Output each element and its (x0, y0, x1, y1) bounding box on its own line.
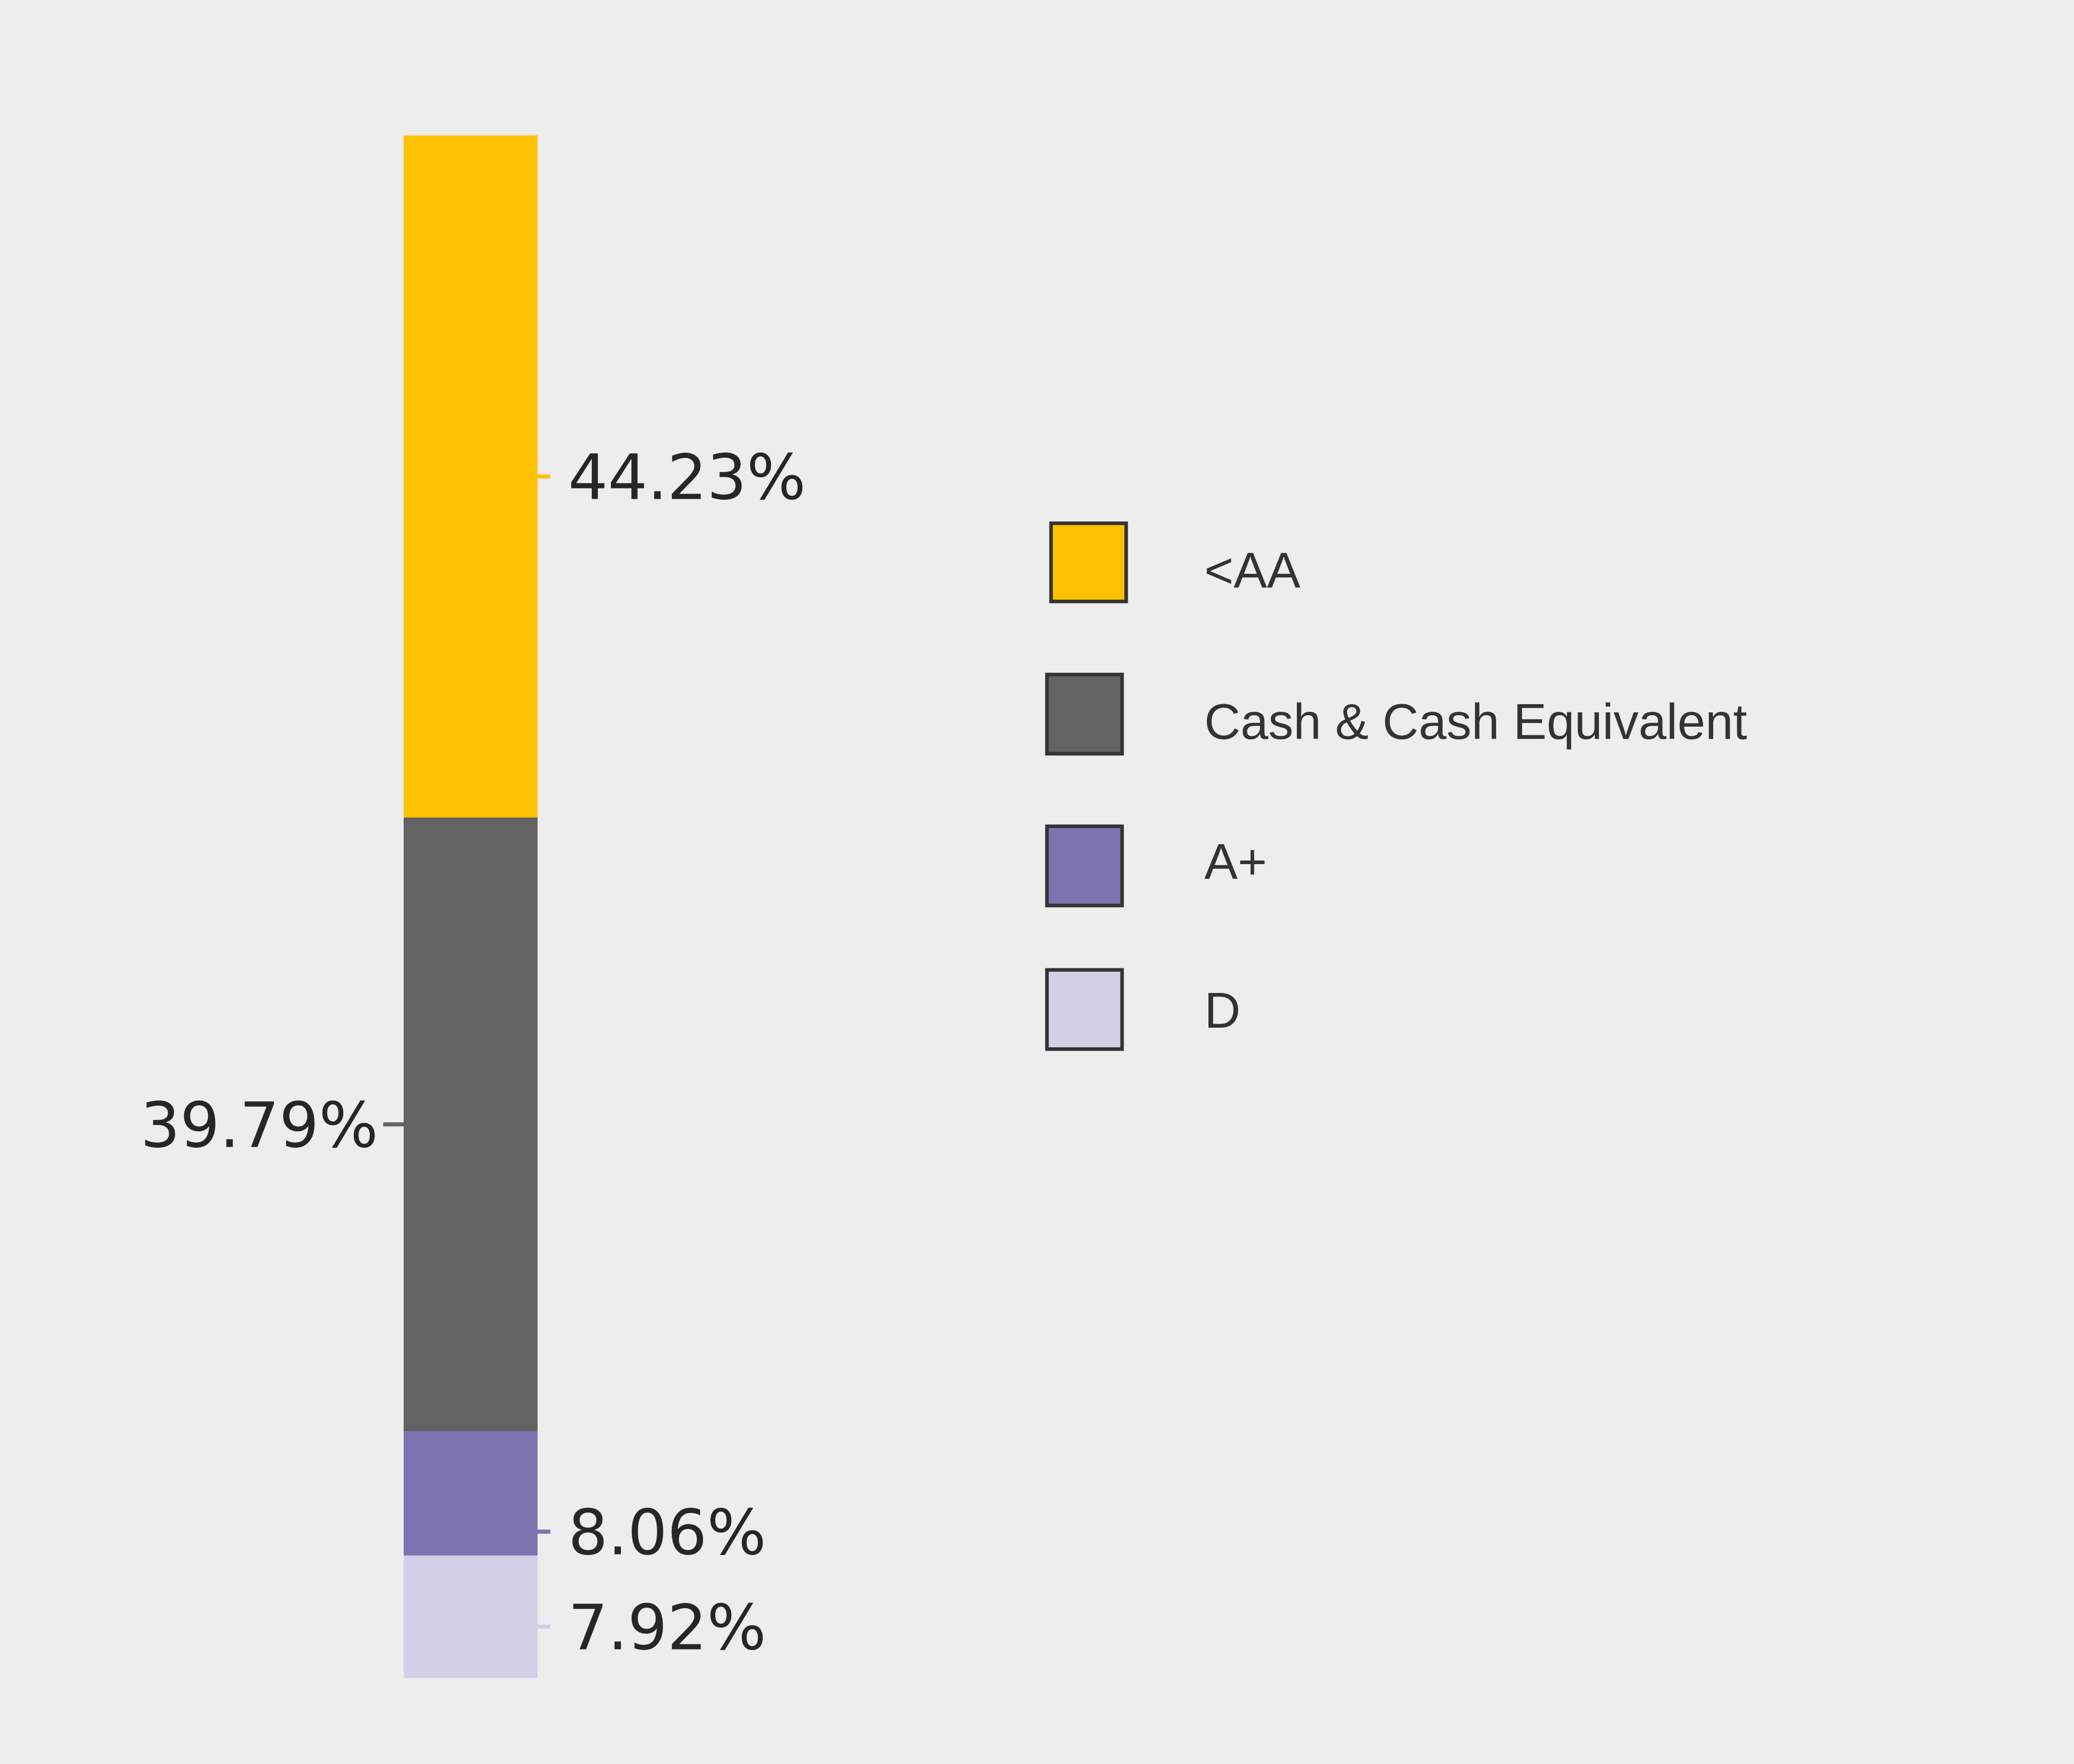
legend-item: D (1045, 968, 1241, 1051)
legend-swatch-aa (1049, 521, 1128, 604)
data-label-d: 7.92% (568, 1591, 766, 1664)
data-labels: 44.23% 39.79% 8.06% 7.92% (141, 441, 806, 1664)
legend-label-d: D (1204, 982, 1241, 1038)
data-label-cash: 39.79% (141, 1089, 378, 1162)
legend-swatch-d (1045, 968, 1124, 1051)
legend-item: A+ (1045, 824, 1267, 908)
legend-label-a-plus: A+ (1204, 833, 1267, 890)
legend-item: <AA (1049, 521, 1301, 604)
legend-item: Cash & Cash Equivalent (1045, 672, 1747, 756)
legend: <AA Cash & Cash Equivalent A+ D (1045, 521, 1747, 1051)
legend-swatch-cash (1045, 672, 1124, 756)
data-label-a-plus: 8.06% (568, 1496, 766, 1569)
legend-swatch-a-plus (1045, 824, 1124, 908)
data-label-aa: 44.23% (568, 441, 806, 514)
legend-label-aa: <AA (1204, 542, 1301, 598)
bar-segment-d (404, 1555, 538, 1678)
stacked-bar (404, 135, 538, 1678)
legend-label-cash: Cash & Cash Equivalent (1204, 693, 1747, 750)
bar-segment-aa (404, 135, 538, 818)
bar-segment-a-plus (404, 1431, 538, 1556)
bar-segment-cash (404, 817, 538, 1432)
